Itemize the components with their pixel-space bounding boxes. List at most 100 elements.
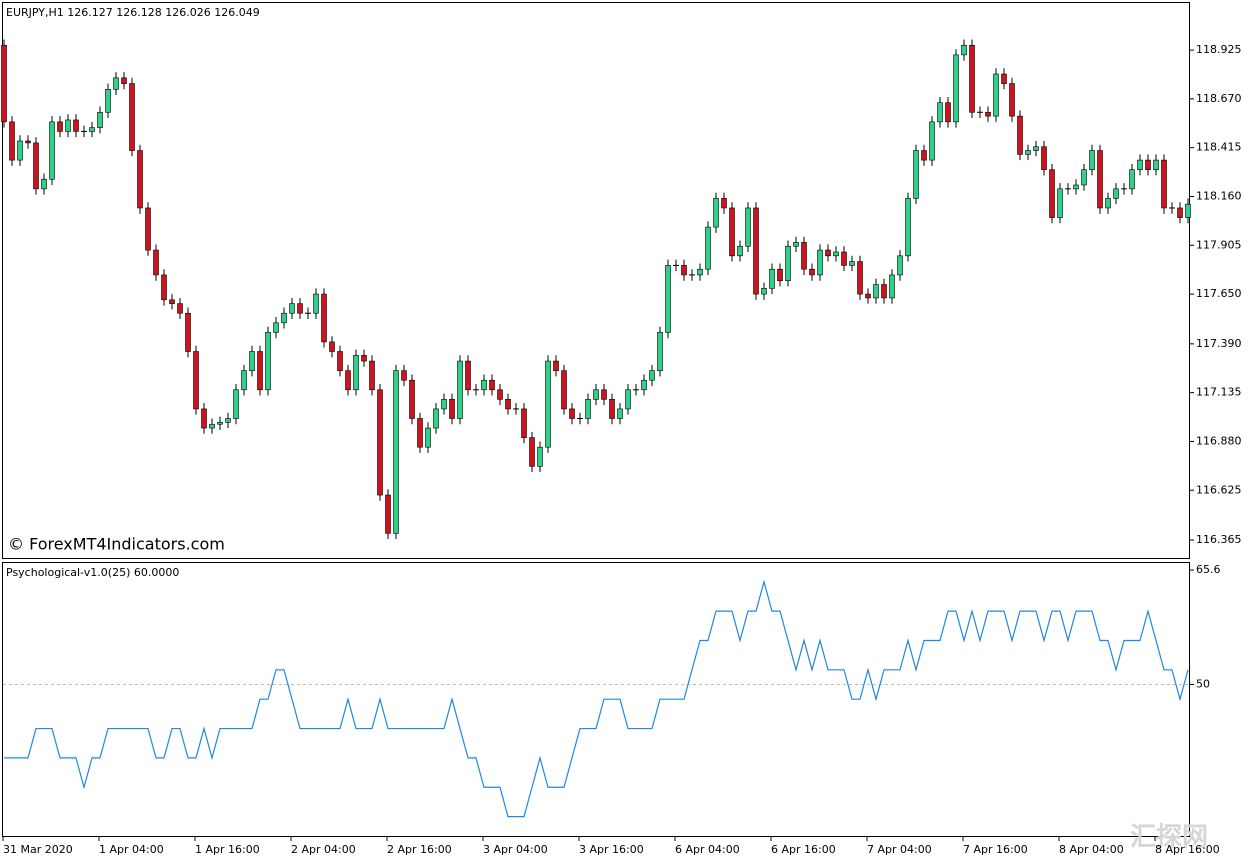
candle-body [569, 408, 575, 419]
candle-body [545, 360, 551, 448]
y-tick-label: 118.160 [1196, 189, 1242, 202]
candle-body [201, 408, 207, 429]
candle-body [257, 351, 263, 391]
candle-body [129, 83, 135, 151]
y-tick-label: 65.6 [1196, 563, 1221, 576]
candle-body [1161, 159, 1167, 209]
y-tick-label: 116.365 [1196, 533, 1242, 546]
price-panel [2, 2, 1190, 559]
x-tick-label: 6 Apr 16:00 [771, 843, 836, 856]
candle-body [601, 389, 607, 400]
corner-watermark: 汇探网 [1130, 823, 1208, 853]
y-tick-label: 117.135 [1196, 386, 1242, 399]
candle-body [241, 370, 247, 391]
candle-body [113, 77, 119, 90]
candle-body [17, 140, 23, 161]
candle-body [185, 312, 191, 352]
candle-body [1009, 83, 1015, 117]
candle-body [321, 293, 327, 343]
candle-body [953, 54, 959, 123]
candle-body [889, 274, 895, 299]
x-tick-label: 2 Apr 04:00 [291, 843, 356, 856]
x-tick-label: 7 Apr 16:00 [963, 843, 1028, 856]
candle-body [121, 77, 127, 84]
candle-body [457, 360, 463, 419]
candle-body [825, 249, 831, 257]
candle-body [161, 274, 167, 301]
y-tick-label: 116.880 [1196, 434, 1242, 447]
x-tick-label: 31 Mar 2020 [3, 843, 73, 856]
candle-body [657, 332, 663, 371]
candle-body [1129, 169, 1135, 190]
candle-body [785, 245, 791, 281]
y-tick-label: 118.925 [1196, 43, 1242, 56]
candle-body [353, 355, 359, 391]
candle-body [153, 249, 159, 276]
x-tick-label: 3 Apr 16:00 [579, 843, 644, 856]
candle-body [289, 303, 295, 314]
candle-body [969, 44, 975, 113]
candle-body [841, 251, 847, 266]
candle-body [1041, 146, 1047, 170]
candle-body [1177, 207, 1183, 218]
candle-body [449, 399, 455, 419]
candle-body [177, 303, 183, 314]
candle-body [65, 119, 71, 132]
symbol-header: EURJPY,H1 126.127 126.128 126.026 126.04… [6, 6, 260, 19]
candle-body [777, 268, 783, 281]
candle-body [641, 379, 647, 391]
candle-body [801, 242, 807, 270]
candle-body [97, 111, 103, 128]
candle-body [1073, 184, 1079, 190]
candle-body [193, 351, 199, 410]
candle-body [921, 150, 927, 161]
candle-body [1145, 159, 1151, 170]
candle-body [865, 293, 871, 299]
candle-body [681, 265, 687, 276]
candle-body [713, 198, 719, 228]
candle-body [769, 268, 775, 289]
candle-body [761, 288, 767, 295]
candle-body [233, 389, 239, 419]
candle-body [409, 379, 415, 419]
candle-body [361, 355, 367, 362]
candle-body [345, 370, 351, 391]
candle-body [225, 418, 231, 423]
y-tick-label: 50 [1196, 678, 1210, 691]
candle-body [1113, 188, 1119, 199]
candle-body [1001, 73, 1007, 84]
candle-body [625, 389, 631, 410]
indicator-line [4, 579, 1189, 818]
indicator-header: Psychological-v1.0(25) 60.0000 [6, 566, 179, 579]
candle-body [817, 249, 823, 276]
y-tick-label: 118.670 [1196, 92, 1242, 105]
candle-body [649, 370, 655, 381]
candle-body [393, 370, 399, 534]
x-tick-label: 1 Apr 16:00 [195, 843, 260, 856]
candle-body [1097, 150, 1103, 209]
candle-body [401, 370, 407, 381]
candle-body [57, 121, 63, 132]
watermark: © ForexMT4Indicators.com [8, 535, 225, 554]
candle-body [441, 399, 447, 410]
candle-body [1153, 159, 1159, 170]
candle-body [897, 255, 903, 276]
x-tick-label: 8 Apr 04:00 [1059, 843, 1124, 856]
x-tick-label: 7 Apr 04:00 [867, 843, 932, 856]
x-tick-label: 2 Apr 16:00 [387, 843, 452, 856]
candle-body [665, 265, 671, 333]
candle-body [417, 418, 423, 448]
candle-body [273, 322, 279, 333]
candle-body [937, 102, 943, 123]
candle-body [297, 303, 303, 314]
candle-body [705, 226, 711, 270]
candle-body [329, 341, 335, 352]
candle-body [929, 121, 935, 161]
candle-body [41, 178, 47, 190]
candle-body [809, 268, 815, 276]
candle-body [1, 44, 7, 123]
candle-body [385, 494, 391, 534]
candle-body [593, 389, 599, 400]
candle-body [497, 389, 503, 400]
candle-body [537, 446, 543, 467]
